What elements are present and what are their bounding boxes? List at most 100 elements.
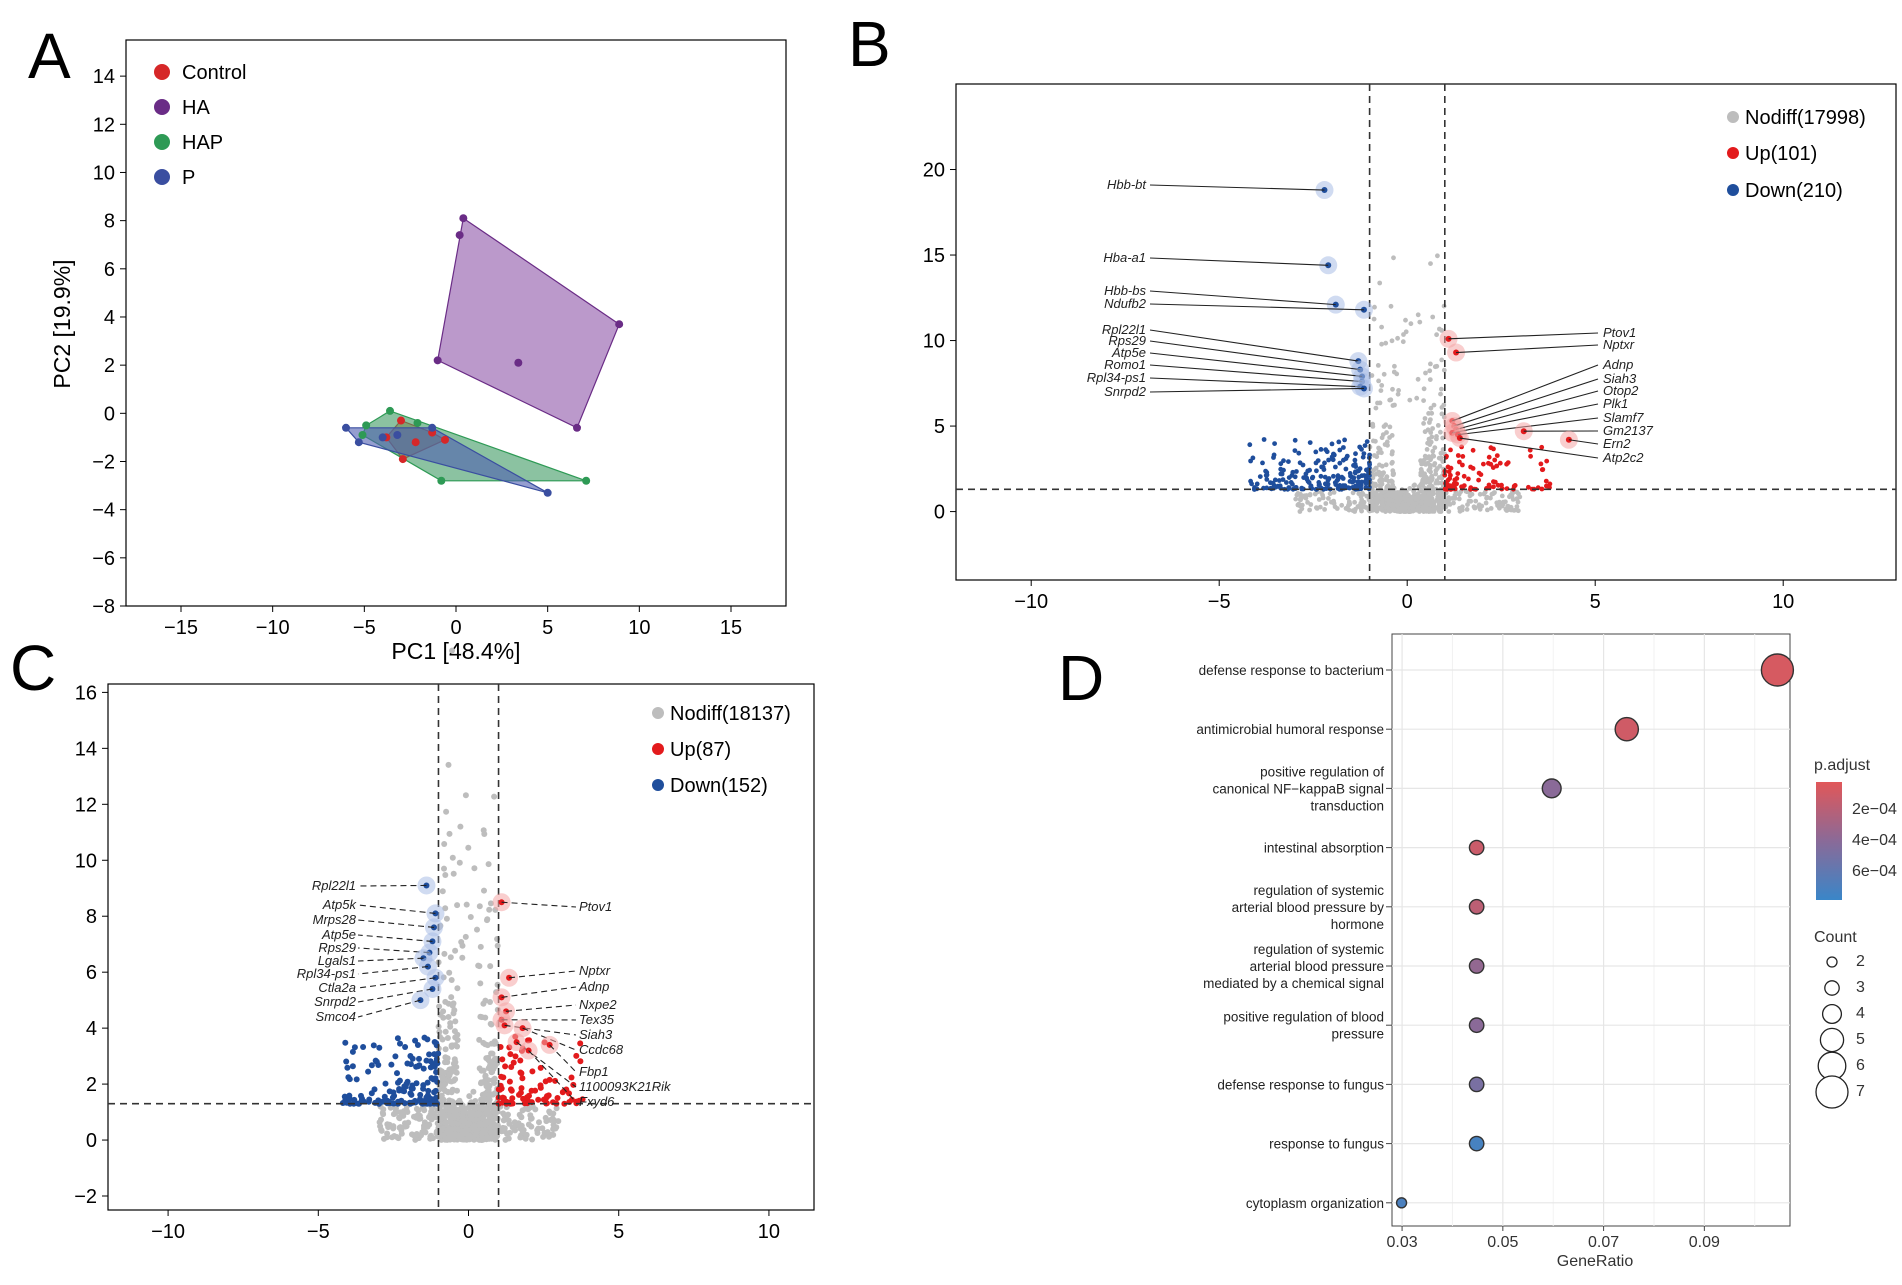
point-nodiff <box>418 1132 424 1139</box>
point-nodiff <box>1339 502 1345 508</box>
point-nodiff <box>486 1119 493 1125</box>
panel-b-yticks: 20 15 10 5 0 <box>923 160 956 524</box>
point-nodiff <box>452 1018 459 1025</box>
point-nodiff <box>1422 453 1428 459</box>
point-nodiff <box>1418 472 1424 478</box>
point-nodiff <box>1429 475 1435 481</box>
point-down <box>412 1037 419 1044</box>
point-nodiff <box>1459 507 1465 513</box>
point-nodiff <box>1419 499 1424 505</box>
gene-label: Ccdc68 <box>579 1042 624 1057</box>
gene-label: Smco4 <box>316 1009 356 1024</box>
pca-point-p <box>543 488 552 497</box>
gene-label: Ndufb2 <box>1104 296 1147 311</box>
point-down <box>1290 481 1295 487</box>
point-nodiff <box>1483 500 1489 506</box>
point-nodiff <box>486 1112 492 1119</box>
point-nodiff <box>1409 500 1415 506</box>
point-nodiff <box>1500 501 1506 507</box>
point-nodiff <box>1410 508 1416 514</box>
point-up <box>1494 453 1500 458</box>
point-down <box>398 1097 405 1104</box>
point-up <box>1540 467 1546 472</box>
point-nodiff <box>505 1111 511 1118</box>
point-nodiff <box>443 915 450 922</box>
point-nodiff <box>1376 378 1381 384</box>
point-nodiff <box>491 1090 498 1097</box>
point-nodiff <box>1508 507 1514 513</box>
point-up <box>1452 477 1458 483</box>
point-nodiff <box>1377 478 1382 484</box>
point-nodiff <box>446 1107 453 1114</box>
point-nodiff <box>1439 357 1445 363</box>
point-nodiff <box>1395 499 1401 505</box>
point-nodiff <box>446 1077 453 1084</box>
gene-leader-line <box>501 901 577 908</box>
x-tick-label: −10 <box>256 617 290 639</box>
point-nodiff <box>1386 492 1391 498</box>
point-nodiff <box>1437 463 1443 469</box>
point-nodiff <box>446 830 453 837</box>
point-down <box>402 1044 409 1050</box>
gene-label: Plk1 <box>1603 396 1628 411</box>
point-nodiff <box>397 1124 404 1131</box>
count-legend-label: 6 <box>1856 1057 1865 1074</box>
point-down <box>1355 468 1361 474</box>
point-nodiff <box>1359 508 1364 514</box>
point-nodiff <box>404 1109 411 1115</box>
point-down <box>1341 445 1346 450</box>
point-down <box>408 1091 415 1098</box>
point-nodiff <box>1388 397 1394 403</box>
panel-a-points <box>342 214 624 497</box>
point-up <box>1539 444 1545 450</box>
point-nodiff <box>1439 405 1445 410</box>
x-tick-label: −10 <box>1014 591 1048 613</box>
gene-label: Fxyd6 <box>579 1094 615 1109</box>
go-term-label: antimicrobial humoral response <box>1196 722 1384 737</box>
y-tick-label: 14 <box>75 738 97 760</box>
point-nodiff <box>415 1107 422 1114</box>
point-down <box>1249 481 1254 487</box>
point-up <box>1459 484 1464 490</box>
count-legend-circle <box>1826 956 1838 968</box>
point-nodiff <box>1402 494 1408 500</box>
point-nodiff <box>1307 507 1312 513</box>
point-nodiff <box>471 865 478 872</box>
point-down <box>1353 451 1358 457</box>
y-tick-label: −8 <box>92 596 115 618</box>
point-up <box>1488 461 1494 467</box>
point-nodiff <box>1432 445 1438 450</box>
point-nodiff <box>1371 316 1377 322</box>
point-up <box>529 1068 536 1075</box>
gene-label: 1100093K21Rik <box>579 1079 672 1094</box>
point-nodiff <box>378 1126 385 1133</box>
pca-point-control <box>441 435 449 444</box>
point-nodiff <box>1412 482 1417 488</box>
point-down <box>1333 482 1339 487</box>
go-term-dot <box>1614 716 1640 742</box>
point-nodiff <box>1378 506 1384 512</box>
point-nodiff <box>1438 450 1444 456</box>
point-nodiff <box>1407 397 1413 403</box>
point-nodiff <box>1316 497 1322 502</box>
gene-leader-line <box>357 988 433 1003</box>
go-term-label: positive regulation of <box>1260 764 1384 779</box>
point-down <box>368 1090 375 1097</box>
point-nodiff <box>441 1086 448 1093</box>
point-down <box>1280 477 1286 482</box>
pca-point-p <box>354 438 363 447</box>
point-nodiff <box>1456 491 1462 497</box>
point-up <box>509 1100 516 1107</box>
point-up <box>1491 484 1496 490</box>
point-up <box>1495 482 1501 488</box>
go-term-label: regulation of systemic <box>1253 883 1384 898</box>
point-nodiff <box>1370 424 1376 429</box>
point-down <box>1341 457 1346 463</box>
x-tick-label: 5 <box>1590 591 1601 613</box>
pca-point-control <box>411 438 420 447</box>
point-nodiff <box>491 1040 498 1047</box>
gene-leader-line <box>1149 340 1361 371</box>
point-nodiff <box>1433 471 1439 477</box>
point-nodiff <box>447 1020 454 1027</box>
point-nodiff <box>1372 453 1377 458</box>
